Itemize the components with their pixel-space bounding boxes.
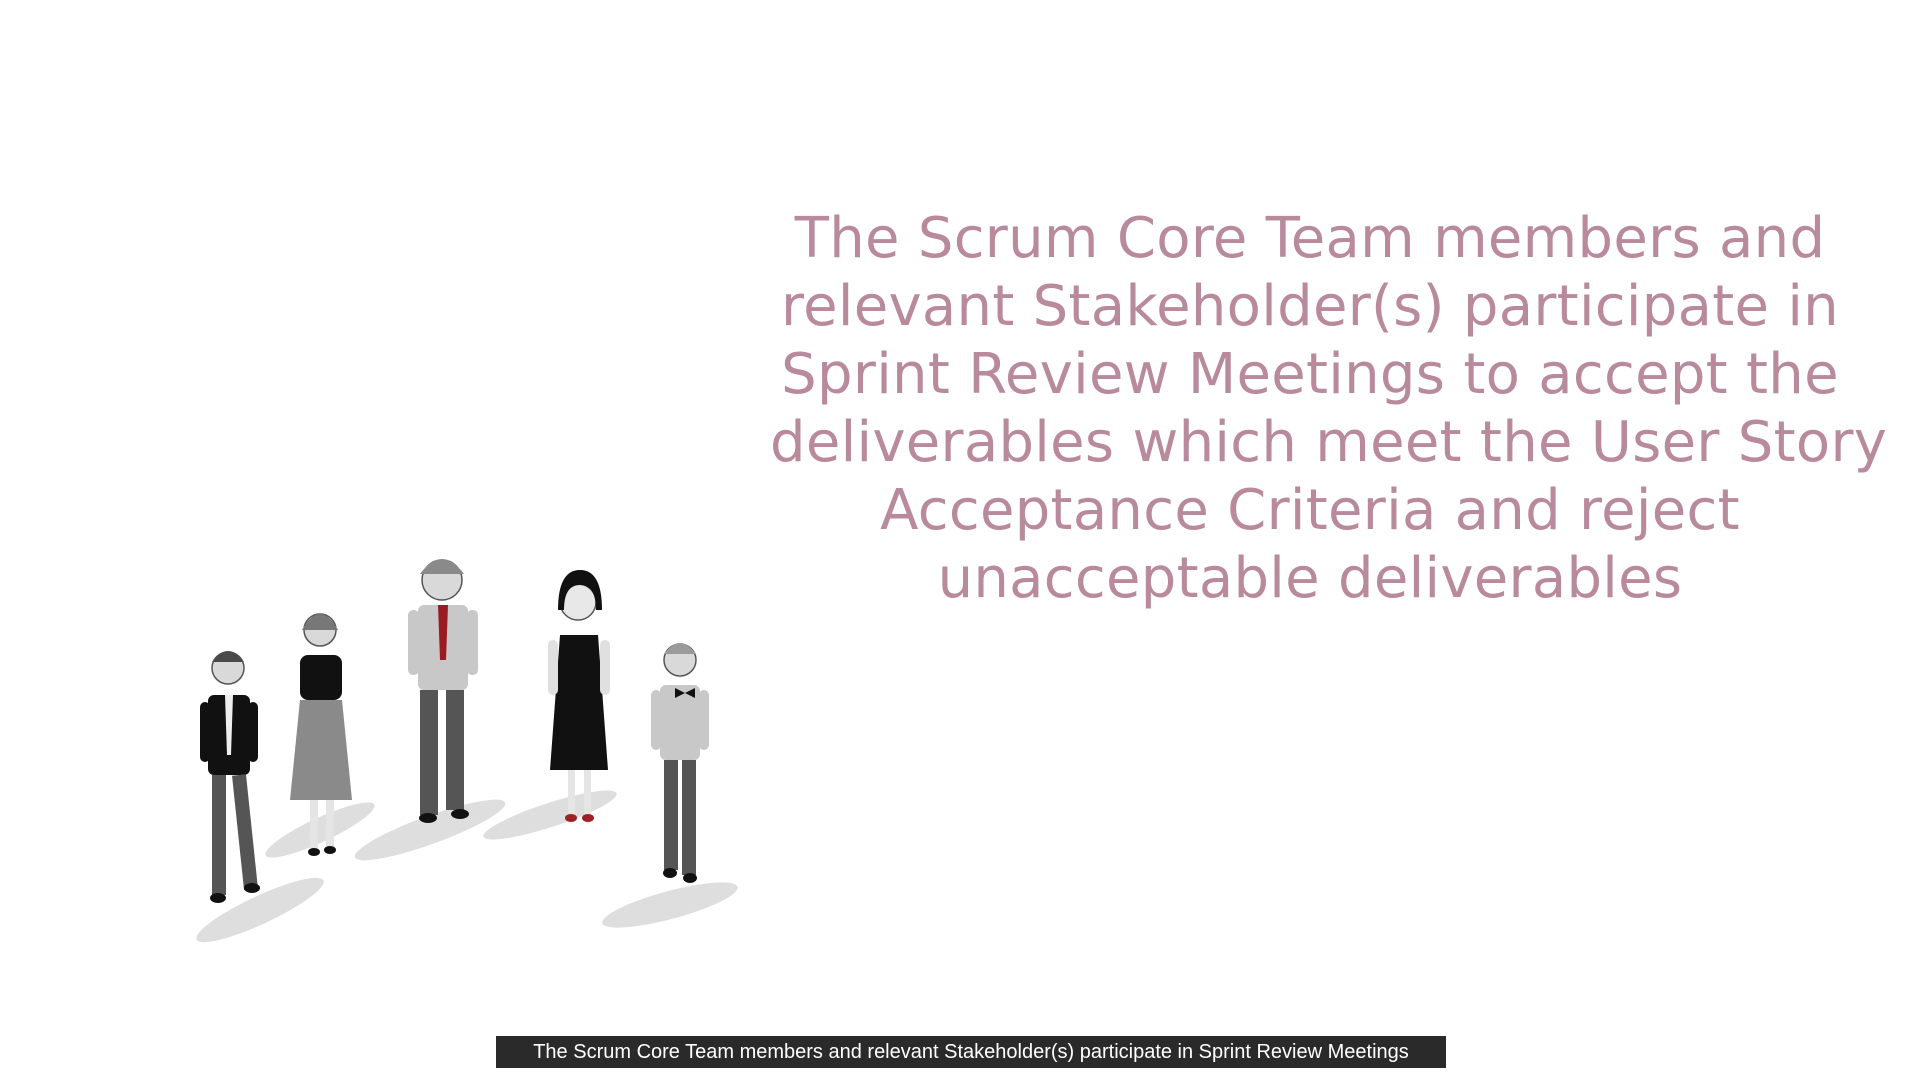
- group-of-people-illustration: [196, 559, 738, 943]
- slide-headline: The Scrum Core Team members and relevant…: [770, 205, 1888, 613]
- person-man-red-tie: [408, 559, 478, 823]
- person-woman-grey-skirt: [290, 613, 352, 856]
- headline-line: Acceptance Criteria and reject: [880, 478, 1740, 543]
- headline-line: The Scrum Core Team members and: [794, 206, 1826, 271]
- headline-line: Sprint Review Meetings to accept the: [781, 342, 1839, 407]
- headline-line: deliverables which meet the User Story: [770, 410, 1888, 475]
- person-woman-black-dress: [548, 570, 610, 822]
- shadows: [196, 790, 738, 943]
- person-man-bow-tie: [651, 643, 709, 883]
- subtitle-caption: The Scrum Core Team members and relevant…: [496, 1036, 1446, 1068]
- person-man-black-jacket: [200, 651, 260, 903]
- headline-line: unacceptable deliverables: [937, 546, 1683, 611]
- headline-line: relevant Stakeholder(s) participate in: [781, 274, 1839, 339]
